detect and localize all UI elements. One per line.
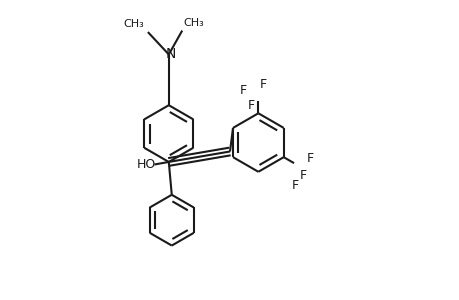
Text: F: F	[259, 78, 266, 92]
Text: F: F	[299, 169, 306, 182]
Text: F: F	[291, 179, 298, 192]
Text: N: N	[166, 47, 176, 61]
Text: F: F	[247, 99, 254, 112]
Text: HO: HO	[136, 158, 156, 171]
Text: CH₃: CH₃	[183, 18, 204, 28]
Text: F: F	[306, 152, 313, 165]
Text: F: F	[239, 84, 246, 98]
Text: CH₃: CH₃	[123, 19, 144, 29]
